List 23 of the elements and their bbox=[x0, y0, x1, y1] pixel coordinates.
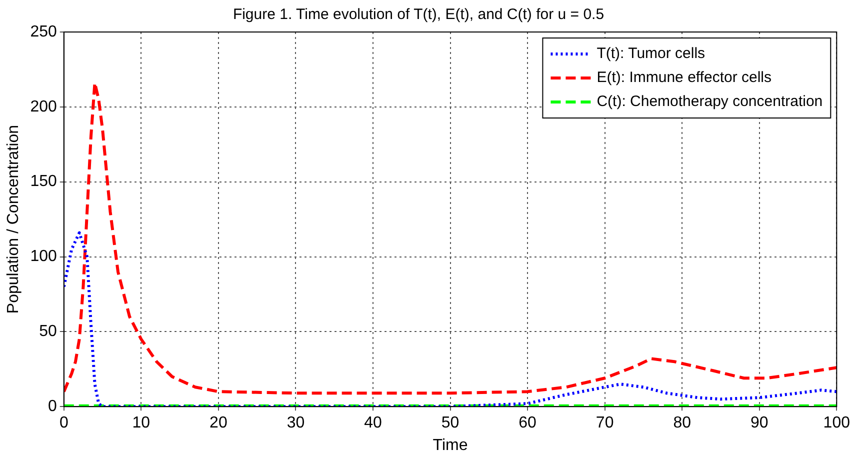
x-tick-label: 0 bbox=[59, 414, 68, 432]
x-tick-label: 60 bbox=[518, 414, 537, 432]
legend-label: T(t): Tumor cells bbox=[596, 45, 706, 62]
x-tick-label: 20 bbox=[210, 414, 228, 432]
y-tick-label: 0 bbox=[48, 398, 57, 416]
y-tick-label: 250 bbox=[30, 23, 57, 40]
legend-label: C(t): Chemotherapy concentration bbox=[596, 93, 823, 110]
x-tick-label: 50 bbox=[441, 414, 460, 432]
y-tick-label: 200 bbox=[30, 98, 57, 116]
x-tick-label: 40 bbox=[364, 414, 382, 432]
y-axis-title: Population / Concentration bbox=[5, 125, 22, 314]
x-tick-label: 70 bbox=[596, 414, 614, 432]
y-tick-label: 150 bbox=[30, 173, 57, 190]
x-tick-label: 30 bbox=[286, 414, 305, 432]
x-axis-title: Time bbox=[432, 436, 468, 454]
x-tick-label: 100 bbox=[823, 414, 850, 432]
x-tick-label: 90 bbox=[750, 414, 768, 432]
y-tick-label: 50 bbox=[39, 323, 57, 340]
x-tick-label: 10 bbox=[132, 414, 150, 432]
chart-title: Figure 1. Time evolution of T(t), E(t), and C(t) for u = 0.5 bbox=[232, 6, 604, 24]
y-tick-label: 100 bbox=[30, 248, 57, 266]
x-tick-label: 80 bbox=[673, 414, 692, 432]
legend-label: E(t): Immune effector cells bbox=[596, 69, 772, 86]
